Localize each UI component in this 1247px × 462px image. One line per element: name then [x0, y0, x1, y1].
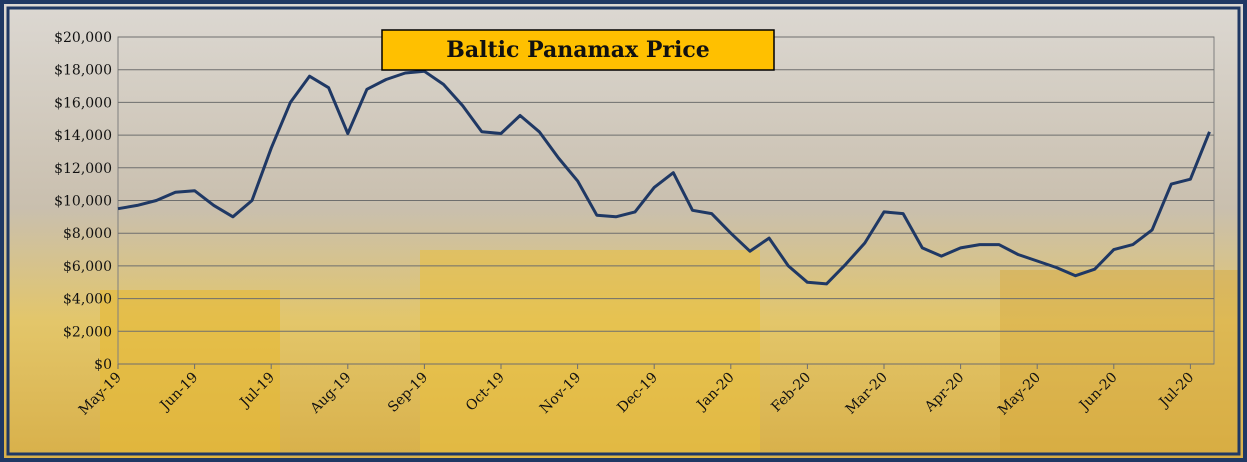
y-tick-label: $4,000: [63, 292, 112, 308]
y-tick-label: $0: [94, 357, 112, 373]
chart-title: Baltic Panamax Price: [446, 37, 709, 63]
y-tick-label: $6,000: [63, 259, 112, 275]
y-tick-label: $12,000: [54, 161, 112, 177]
inner-border: [6, 6, 1241, 456]
title-box: [381, 29, 775, 71]
truck-shape: [100, 290, 280, 458]
truck-shape: [420, 250, 760, 458]
y-tick-label: $8,000: [63, 226, 112, 242]
line-series: [117, 69, 1211, 286]
y-tick-label: $18,000: [54, 63, 112, 79]
y-tick-label: $16,000: [54, 95, 112, 111]
y-tick-label: $10,000: [54, 194, 112, 210]
y-tick-label: $20,000: [54, 30, 112, 46]
y-tick-label: $14,000: [54, 128, 112, 144]
y-tick-label: $2,000: [63, 324, 112, 340]
